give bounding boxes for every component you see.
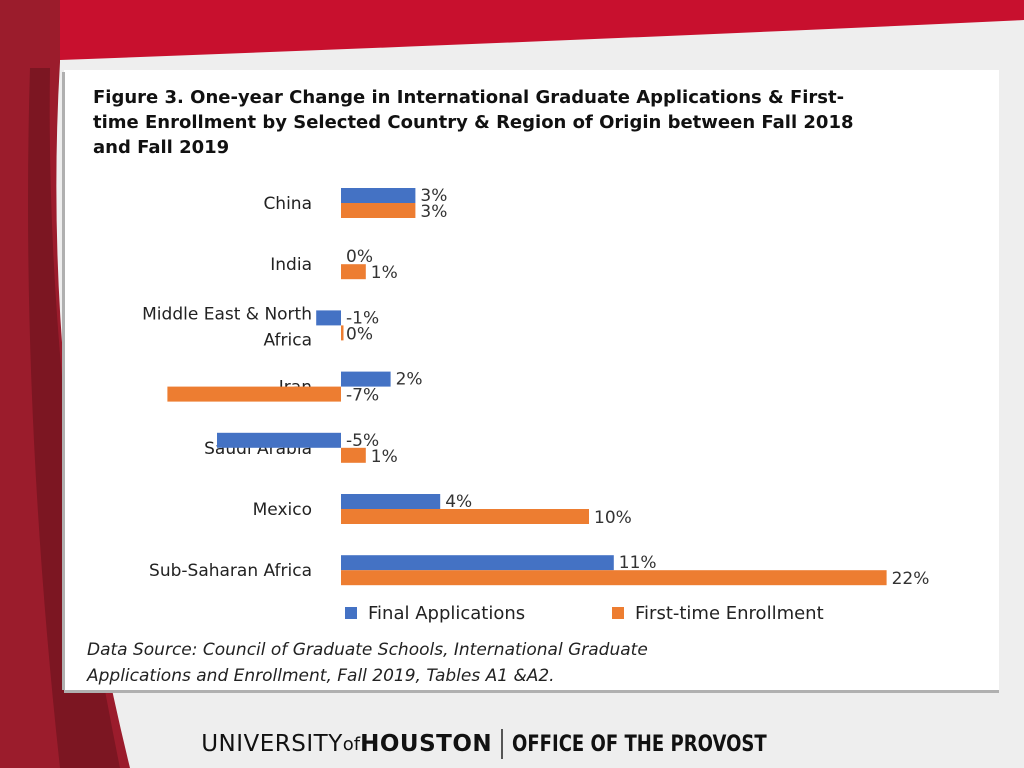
category-label-middle-east-north-africa-1: Middle East & North — [142, 304, 312, 324]
bar-final-applications-iran — [341, 371, 391, 387]
bar-first-time-enrollment-india — [341, 264, 366, 280]
bar-final-applications-middle-east-north-africa — [316, 310, 341, 326]
chart-title-line-2: time Enrollment by Selected Country & Re… — [93, 112, 854, 133]
value-label-first-time-enrollment-middle-east-north-africa: 0% — [346, 324, 373, 344]
legend-swatch-final-applications — [345, 607, 357, 619]
category-label-mexico: Mexico — [253, 500, 312, 520]
footer-of: of — [342, 733, 361, 755]
value-label-final-applications-sub-saharan-africa: 11% — [619, 553, 657, 573]
chart-title-line-3: and Fall 2019 — [93, 137, 229, 158]
bar-first-time-enrollment-mexico — [341, 509, 589, 524]
left-dark-band — [28, 68, 120, 768]
figure-panel — [64, 70, 999, 692]
footer-divider — [501, 729, 504, 759]
bar-first-time-enrollment-china — [341, 203, 416, 218]
bar-plot: China 3%3%India 0%1%Middle East & NorthAfr… — [142, 186, 929, 589]
value-label-final-applications-middle-east-north-africa: -1% — [346, 308, 379, 328]
footer-university: UNIVERSITY — [201, 731, 343, 757]
bar-first-time-enrollment-saudi-arabia — [341, 447, 366, 463]
value-label-final-applications-china: 3% — [420, 186, 447, 206]
footer-houston: HOUSTON — [360, 731, 493, 757]
category-label-middle-east-north-africa-2: Africa — [264, 330, 313, 350]
value-label-first-time-enrollment-china: 3% — [420, 202, 447, 222]
bar-final-applications-china — [341, 188, 416, 203]
value-label-first-time-enrollment-india: 1% — [371, 263, 398, 283]
bar-final-applications-saudi-arabia — [217, 432, 341, 448]
data-source-line-2: Applications and Enrollment, Fall 2019, … — [86, 666, 555, 686]
value-label-first-time-enrollment-iran: -7% — [346, 386, 379, 406]
legend-label-first-time-enrollment: First-time Enrollment — [635, 603, 824, 624]
legend-label-final-applications: Final Applications — [368, 603, 525, 624]
legend-swatch-first-time-enrollment — [612, 607, 624, 619]
footer-office-of-the-provost: OFFICE OF THE PROVOST — [512, 731, 767, 757]
value-label-first-time-enrollment-mexico: 10% — [594, 508, 632, 528]
bar-first-time-enrollment-sub-saharan-africa — [341, 570, 887, 586]
category-label-india: India — [270, 255, 312, 275]
value-label-final-applications-iran: 2% — [396, 370, 423, 390]
data-source-line-1: Data Source: Council of Graduate Schools… — [87, 640, 648, 660]
bar-first-time-enrollment-iran — [167, 386, 341, 402]
category-label-china: China — [263, 194, 312, 214]
value-label-final-applications-saudi-arabia: -5% — [346, 431, 379, 451]
value-label-first-time-enrollment-sub-saharan-africa: 22% — [892, 569, 930, 589]
panel-bottom-edge — [64, 690, 999, 693]
chart-title-line-1: Figure 3. One-year Change in Internation… — [93, 87, 844, 108]
bar-final-applications-sub-saharan-africa — [341, 555, 614, 571]
bar-first-time-enrollment-middle-east-north-africa — [341, 325, 344, 341]
panel-left-edge — [62, 72, 65, 690]
footer-logo: UNIVERSITY of HOUSTON OFFICE OF THE PROV… — [0, 720, 1024, 768]
value-label-first-time-enrollment-saudi-arabia: 1% — [371, 447, 398, 467]
value-label-final-applications-mexico: 4% — [445, 492, 472, 512]
value-label-final-applications-india: 0% — [346, 247, 373, 267]
bar-final-applications-mexico — [341, 494, 441, 509]
category-label-sub-saharan-africa: Sub-Saharan Africa — [149, 561, 312, 581]
top-red-band — [0, 0, 1024, 62]
